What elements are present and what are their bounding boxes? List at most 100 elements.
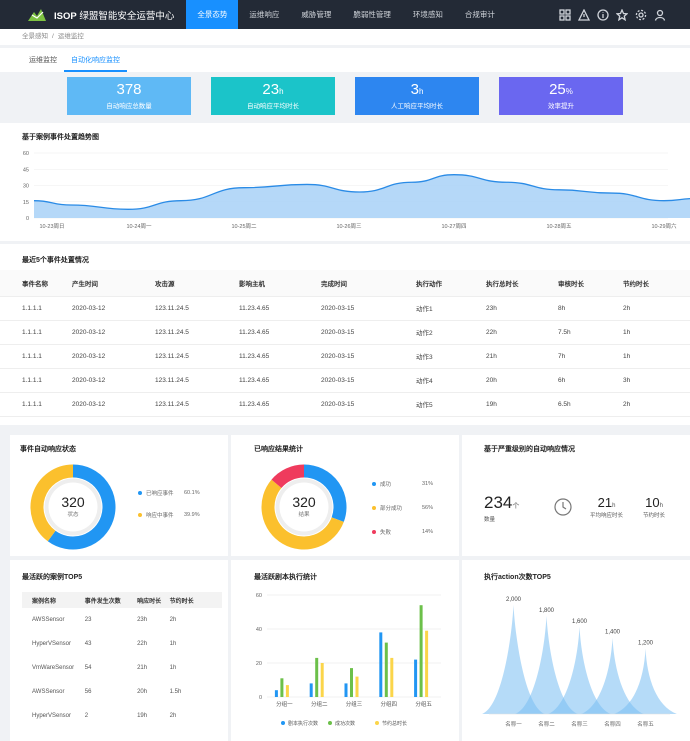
bar-2 [419,605,423,697]
y-tick-label: 20 [256,661,262,667]
star-icon[interactable] [616,8,628,21]
x-tick-label: 10-24周一 [126,223,152,230]
table-cell: 123.11.24.5 [155,368,239,393]
legend-label: 失败 [380,530,392,536]
table-cell: 23h [137,617,148,623]
table-row[interactable]: 1.1.1.1 2020-03-12 123.11.24.5 11.23.4.65 20… [0,320,690,345]
trend-title: 基于案例事件处置趋势图 [22,134,99,141]
table-row[interactable]: AWSSensor 56 20h 1.5h [22,680,222,704]
table-cell: 2020-03-12 [72,344,155,369]
legend-dot [281,721,285,725]
info-icon[interactable] [597,8,609,21]
table-row[interactable]: VmWareSensor 54 21h 1h [22,656,222,680]
table-cell: 11.23.4.65 [239,392,321,417]
table-cell: 1h [169,641,177,647]
table-cell: 1.1.1.1 [0,296,72,321]
clock-icon [554,498,572,516]
table-cell: 2h [623,296,690,321]
x-tick-label: 分组三 [346,700,363,708]
x-tick-label: 10-27周四 [441,223,466,230]
legend-value: 31% [422,481,434,487]
donut-slice [47,464,116,550]
legend-dot [372,506,376,510]
y-tick-label: 40 [256,627,262,633]
table-cell: 动作2 [416,320,486,345]
nav-item-5[interactable]: 环境感知 [412,10,443,19]
y-tick-label: 60 [23,151,29,157]
table-row[interactable]: 1.1.1.1 2020-03-12 123.11.24.5 11.23.4.65 20… [0,296,690,321]
grid-icon[interactable] [559,8,571,21]
x-tick-label: 分组五 [415,700,432,708]
legend-label: 响应中事件 [146,513,174,519]
tab-ops-monitor[interactable]: 运维监控 [29,57,57,64]
severity-saved: 10h 节约时长 [643,495,666,519]
table-cell: 1.1.1.1 [0,320,72,345]
table-row[interactable]: HyperVSensor 2 19h 2h [22,704,222,728]
table-cell: 21h [486,344,558,369]
table-row[interactable]: 1.1.1.1 2020-03-12 123.11.24.5 11.23.4.65 20… [0,392,690,417]
table-cell: 21h [137,665,148,671]
bar-1 [414,659,418,697]
table-cell: 123.11.24.5 [155,320,239,345]
table-cell: 19h [486,392,558,417]
kpi-efficiency-gain: 25% 效率提升 [499,77,623,115]
user-icon[interactable] [654,9,666,21]
donut-slice [271,464,305,489]
legend-item[interactable]: 响应中事件 39.9% [138,511,200,519]
nav-item-4[interactable]: 脆弱性管理 [353,10,391,19]
legend-value: 39.9% [184,512,200,518]
gear-icon[interactable] [635,9,647,21]
table-cell: 7.5h [558,320,623,345]
peak-3 [548,626,611,714]
nav-item-2[interactable]: 运维响应 [249,10,280,19]
status-center-label: 状态 [67,512,79,518]
table-cell: 43 [84,641,92,647]
table-cell: 7h [558,344,623,369]
bar-1 [344,683,348,697]
table-row[interactable]: 1.1.1.1 2020-03-12 123.11.24.5 11.23.4.65 20… [0,368,690,393]
donut-slice [30,464,74,542]
nav-item-1[interactable]: 全景态势 [186,0,239,29]
table-row[interactable]: HyperVSensor 43 22h 1h [22,632,222,656]
table-cell: 动作5 [416,392,486,417]
table-row[interactable]: AWSSensor 23 23h 2h [22,608,222,632]
data-label: 1,200 [638,641,654,647]
legend-item[interactable]: 失败 14% [372,528,433,536]
donut-slice [261,479,344,550]
y-tick-label: 30 [23,184,29,190]
table-cell: 19h [137,713,148,719]
table-cell: AWSSensor [32,689,65,695]
table-cell: 2020-03-12 [72,320,155,345]
legend-item[interactable]: 成功 31% [372,480,433,488]
x-tick-label: 分组一 [276,700,293,708]
table-cell: 2h [169,617,177,623]
table-row[interactable]: 1.1.1.1 2020-03-12 123.11.24.5 11.23.4.65 20… [0,344,690,369]
table-cell: 1h [623,344,690,369]
donut-slice [303,464,347,522]
table-cell: 2020-03-15 [321,392,416,417]
warning-icon[interactable] [578,8,590,21]
kpi-manual-avg-duration: 3h 人工响应平均时长 [355,77,479,115]
legend-item[interactable]: 已响应事件 60.1% [138,489,200,497]
peak-4 [581,637,644,714]
x-tick-label: 分组二 [311,700,328,708]
trend-area [34,174,690,218]
table-cell: 11.23.4.65 [239,296,321,321]
table-cell: 22h [137,641,148,647]
nav-item-3[interactable]: 威胁管理 [301,10,332,19]
legend-item[interactable]: 部分成功 56% [372,504,433,512]
table-cell: 11.23.4.65 [239,320,321,345]
tab-auto-response[interactable]: 自动化响应监控 [64,48,127,72]
table-cell: 6.5h [558,392,623,417]
bar-1 [274,690,278,697]
column-header: 案例名称 [22,592,85,608]
legend-label: 部分成功 [380,506,403,512]
x-tick-label: 10-29周六 [651,222,677,230]
severity-count: 234个 数量 [484,493,520,523]
breadcrumb-item[interactable]: 全景感知 [22,33,48,40]
nav-item-6[interactable]: 合规审计 [464,10,495,19]
events-title: 最近5个事件处置情况 [22,257,89,264]
column-header: 节约时长 [623,270,690,297]
table-cell: 6h [558,368,623,393]
